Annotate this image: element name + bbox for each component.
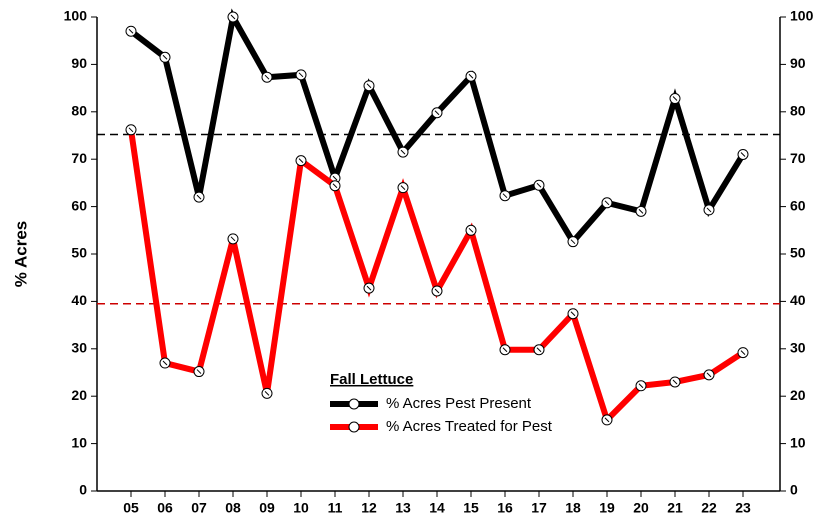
x-tick-label: 08 xyxy=(225,500,241,516)
y-tick-label: 90 xyxy=(71,55,87,71)
marker-hatch xyxy=(366,83,372,89)
legend-marker xyxy=(348,421,360,433)
y2-tick-label: 90 xyxy=(790,55,806,71)
marker-hatch xyxy=(298,72,304,78)
y-tick-label: 80 xyxy=(71,103,87,119)
marker-hatch xyxy=(740,350,746,355)
marker-hatch xyxy=(604,200,610,206)
y2-tick-label: 100 xyxy=(790,8,814,24)
marker-hatch xyxy=(128,28,134,34)
y2-tick-label: 70 xyxy=(790,150,806,166)
y-tick-label: 70 xyxy=(71,150,87,166)
legend-marker xyxy=(348,398,360,410)
x-tick-label: 17 xyxy=(531,500,547,516)
y2-tick-label: 10 xyxy=(790,434,806,450)
x-tick-label: 19 xyxy=(599,500,615,516)
marker-hatch xyxy=(128,127,134,133)
marker-hatch xyxy=(468,227,474,233)
y-tick-label: 30 xyxy=(71,340,87,356)
x-tick-label: 16 xyxy=(497,500,513,516)
y-tick-label: 40 xyxy=(71,292,87,308)
marker-hatch xyxy=(502,193,508,199)
y-tick-label: 60 xyxy=(71,197,87,213)
y-tick-label: 20 xyxy=(71,387,87,403)
marker-hatch xyxy=(638,383,644,389)
x-tick-label: 05 xyxy=(123,500,139,516)
x-tick-label: 13 xyxy=(395,500,411,516)
marker-hatch xyxy=(570,311,576,317)
x-tick-label: 15 xyxy=(463,500,479,516)
x-tick-label: 18 xyxy=(565,500,581,516)
marker-hatch xyxy=(162,360,168,366)
y-axis-label: % Acres xyxy=(11,221,30,287)
y2-tick-label: 20 xyxy=(790,387,806,403)
series-line xyxy=(129,8,746,247)
y2-tick-label: 40 xyxy=(790,292,806,308)
x-tick-label: 06 xyxy=(157,500,173,516)
marker-hatch xyxy=(332,175,338,181)
marker-hatch xyxy=(332,183,338,189)
marker-hatch xyxy=(706,372,712,378)
marker-hatch xyxy=(434,288,440,294)
marker-hatch xyxy=(672,379,678,385)
marker-hatch xyxy=(536,182,542,188)
marker-hatch xyxy=(434,110,440,116)
marker-hatch xyxy=(230,236,236,242)
y-tick-label: 10 xyxy=(71,434,87,450)
x-tick-label: 12 xyxy=(361,500,377,516)
x-tick-label: 07 xyxy=(191,500,207,516)
marker-hatch xyxy=(366,285,372,291)
marker-hatch xyxy=(502,347,508,353)
legend-title: Fall Lettuce xyxy=(330,371,413,388)
marker-hatch xyxy=(706,207,712,213)
marker-hatch xyxy=(468,73,474,79)
marker-hatch xyxy=(740,152,746,157)
marker-hatch xyxy=(400,185,406,190)
marker-hatch xyxy=(230,14,236,20)
y-tick-label: 50 xyxy=(71,245,87,261)
x-tick-label: 23 xyxy=(735,500,751,516)
y2-tick-label: 50 xyxy=(790,245,806,261)
marker-hatch xyxy=(196,194,202,200)
marker-hatch xyxy=(196,369,202,374)
y2-tick-label: 30 xyxy=(790,340,806,356)
marker-hatch xyxy=(264,74,270,80)
marker-hatch xyxy=(536,347,542,353)
y2-tick-label: 80 xyxy=(790,103,806,119)
marker-hatch xyxy=(570,239,576,245)
x-tick-label: 09 xyxy=(259,500,275,516)
x-tick-label: 10 xyxy=(293,500,309,516)
marker-hatch xyxy=(162,54,168,60)
marker-hatch xyxy=(264,391,270,396)
x-tick-label: 22 xyxy=(701,500,717,516)
x-tick-label: 11 xyxy=(328,500,343,516)
y2-tick-label: 60 xyxy=(790,197,806,213)
y2-tick-label: 0 xyxy=(790,482,798,498)
legend-label: % Acres Pest Present xyxy=(386,395,532,412)
x-tick-label: 21 xyxy=(667,500,683,516)
x-tick-label: 14 xyxy=(429,500,445,516)
marker-hatch xyxy=(638,208,644,214)
marker-hatch xyxy=(298,158,304,163)
marker-hatch xyxy=(604,417,610,423)
marker-hatch xyxy=(672,96,678,101)
y-tick-label: 0 xyxy=(79,482,87,498)
x-tick-label: 20 xyxy=(633,500,649,516)
legend-label: % Acres Treated for Pest xyxy=(386,418,553,435)
marker-hatch xyxy=(400,149,406,155)
y-tick-label: 100 xyxy=(64,8,88,24)
